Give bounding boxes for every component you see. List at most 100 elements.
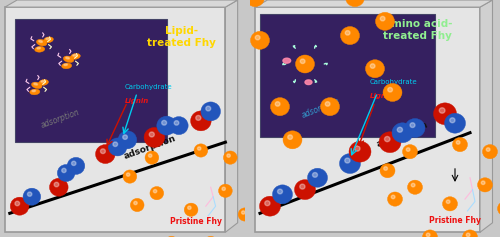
Circle shape [62, 168, 66, 173]
Circle shape [10, 197, 29, 215]
Text: adsorption: adsorption [300, 97, 341, 120]
Circle shape [72, 161, 76, 165]
Circle shape [452, 137, 468, 152]
Circle shape [422, 230, 438, 237]
Circle shape [220, 16, 225, 21]
Circle shape [486, 148, 490, 151]
Circle shape [320, 98, 340, 116]
Circle shape [227, 154, 230, 157]
Circle shape [23, 188, 40, 205]
Circle shape [402, 145, 417, 159]
Ellipse shape [36, 39, 47, 46]
Circle shape [440, 108, 445, 113]
Ellipse shape [39, 80, 48, 85]
Circle shape [149, 132, 154, 137]
Circle shape [28, 192, 32, 196]
Text: Lignin: Lignin [125, 98, 149, 104]
Ellipse shape [38, 41, 42, 42]
Ellipse shape [34, 83, 37, 85]
Circle shape [384, 137, 390, 142]
Circle shape [296, 55, 314, 73]
Circle shape [405, 118, 425, 137]
Circle shape [157, 116, 176, 135]
Text: adsorption: adsorption [39, 108, 80, 130]
Circle shape [481, 181, 485, 184]
Ellipse shape [34, 46, 45, 52]
Circle shape [444, 113, 466, 133]
Circle shape [238, 208, 252, 221]
Circle shape [392, 123, 413, 143]
Circle shape [345, 31, 350, 35]
Circle shape [184, 203, 198, 216]
Circle shape [118, 131, 137, 149]
Circle shape [466, 233, 470, 237]
Circle shape [154, 190, 157, 193]
Circle shape [260, 196, 280, 216]
Circle shape [498, 201, 500, 216]
Ellipse shape [41, 80, 44, 82]
Circle shape [54, 182, 59, 187]
Circle shape [196, 115, 201, 120]
Circle shape [216, 12, 234, 30]
Polygon shape [480, 0, 492, 232]
Circle shape [340, 154, 360, 173]
Circle shape [108, 138, 127, 156]
Circle shape [204, 236, 218, 237]
Circle shape [270, 98, 289, 116]
Circle shape [130, 198, 144, 212]
Circle shape [462, 230, 477, 237]
Circle shape [388, 87, 392, 92]
Text: Pristine Fhy: Pristine Fhy [170, 217, 222, 226]
Circle shape [426, 233, 430, 237]
Circle shape [410, 123, 415, 128]
Circle shape [123, 170, 136, 183]
Circle shape [201, 102, 220, 121]
FancyBboxPatch shape [255, 7, 480, 232]
Circle shape [164, 236, 178, 237]
Polygon shape [226, 0, 237, 232]
Circle shape [346, 0, 364, 7]
Circle shape [246, 0, 264, 7]
Circle shape [383, 83, 402, 101]
Circle shape [265, 201, 270, 206]
Circle shape [222, 187, 226, 191]
Ellipse shape [37, 47, 40, 49]
Circle shape [50, 178, 68, 196]
Ellipse shape [305, 80, 312, 85]
Circle shape [456, 141, 460, 144]
Circle shape [250, 31, 270, 49]
Circle shape [256, 35, 260, 40]
Circle shape [354, 146, 360, 151]
Circle shape [58, 164, 75, 182]
FancyBboxPatch shape [5, 7, 226, 232]
Circle shape [170, 117, 188, 135]
Circle shape [100, 149, 105, 154]
Circle shape [198, 147, 201, 150]
Circle shape [446, 200, 450, 203]
Circle shape [411, 183, 415, 187]
Circle shape [249, 173, 252, 176]
Circle shape [208, 79, 227, 97]
Circle shape [434, 103, 456, 125]
Circle shape [226, 50, 244, 68]
Text: Carbohydrate: Carbohydrate [370, 79, 418, 85]
Circle shape [376, 12, 394, 30]
Circle shape [148, 154, 152, 157]
Circle shape [190, 111, 211, 131]
Polygon shape [255, 0, 492, 7]
Circle shape [384, 167, 388, 170]
Circle shape [349, 141, 371, 162]
Circle shape [325, 102, 330, 106]
Circle shape [450, 118, 455, 123]
Circle shape [442, 197, 458, 211]
Circle shape [206, 106, 210, 111]
Text: adsorption: adsorption [122, 133, 178, 161]
Circle shape [308, 168, 328, 187]
Circle shape [126, 173, 130, 176]
Text: Pristine Fhy: Pristine Fhy [429, 216, 481, 225]
Circle shape [408, 180, 422, 194]
Circle shape [145, 151, 159, 164]
Circle shape [283, 131, 302, 149]
Circle shape [388, 192, 402, 206]
Circle shape [96, 145, 115, 164]
